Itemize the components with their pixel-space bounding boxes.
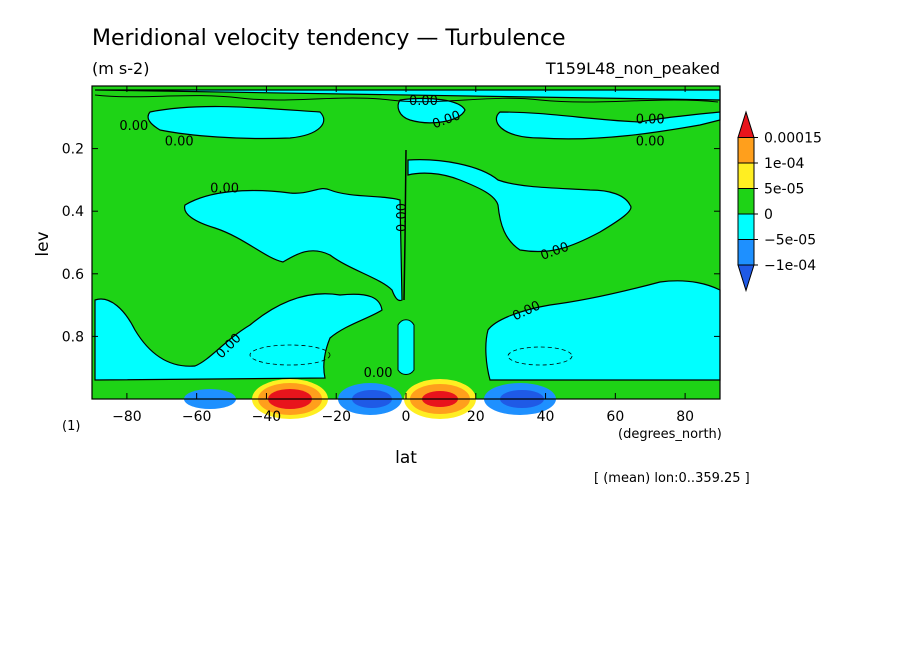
y-tick-label: 0.8 [62,329,84,345]
y-tick-label: 0.2 [62,142,84,158]
colorbar-label: 5e-05 [764,182,804,198]
contour-label: 0.00 [119,119,148,134]
colorbar-label: 0 [764,207,773,223]
y-tick-label: 0.6 [62,267,84,283]
region-mid-left-negative [184,188,403,302]
region-upper-mid-negative [397,97,466,124]
colorbar-swatch [737,137,755,164]
contour-labels: 0.000.000.000.000.000.000.000.000.000.00… [119,94,664,381]
region-equator-negative [397,319,415,375]
contour-label: 0.00 [364,366,393,381]
chart-title: Meridional velocity tendency — Turbulenc… [92,26,566,51]
colorbar-label: −5e-05 [764,233,816,249]
y-axis-label: lev [33,231,53,256]
x-units: (degrees_north) [618,427,722,442]
contour-label: 0.00 [210,181,239,196]
contour-equator-line [403,149,407,301]
y-tick-label: 0.4 [62,204,84,220]
colorbar-top-triangle [737,110,755,138]
chart-experiment: T159L48_non_peaked [545,59,720,79]
plot-area: 0.000.000.000.000.000.000.000.000.000.00… [91,85,721,419]
x-tick-label: 40 [537,409,555,425]
region-upper-left-negative [147,105,325,140]
x-tick-label: 0 [402,409,411,425]
colorbar-swatch [737,188,755,215]
contour-label: 0.00 [409,94,438,109]
x-tick-label: 20 [467,409,485,425]
colorbar-label: 1e-04 [764,156,804,172]
footnote: [ (mean) lon:0..359.25 ] [594,471,750,486]
x-tick-label: −40 [252,409,282,425]
contour-label: 0.00 [165,134,194,149]
x-tick-label: −80 [112,409,142,425]
y-units: (1) [62,419,80,434]
contour-top-noise [94,94,719,103]
x-axis-label: lat [395,448,417,468]
colorbar-swatch [737,162,755,189]
region-lower-left-negative [94,293,383,381]
colorbar-swatch [737,213,755,240]
x-tick-label: −20 [321,409,351,425]
x-tick-label: −60 [182,409,212,425]
colorbar-label: −1e-04 [764,258,816,274]
x-tick-label: 60 [606,409,624,425]
y-axis: 0.2 0.4 0.6 0.8 [62,142,720,345]
contour-label: 0.00 [395,203,410,232]
contour-dashed-right [507,346,573,366]
contour-label: 0.00 [636,113,665,128]
region-lower-right-negative [485,280,721,381]
region-upper-negative [94,89,721,140]
colorbar-bottom-triangle [737,264,755,293]
contour-dashed-left [249,344,331,366]
x-axis: −80 −60 −40 −20 0 20 40 60 80 [112,86,694,425]
region-mid-right-negative [407,159,632,253]
colorbar-label: 0.00015 [764,131,822,147]
colorbar-swatch [737,239,755,266]
colorbar-legend: 0.00015 1e-04 5e-05 0 −5e-05 −1e-04 [737,110,822,293]
contour-label: 0.00 [636,134,665,149]
x-tick-label: 80 [676,409,694,425]
chart-units: (m s-2) [92,59,149,78]
